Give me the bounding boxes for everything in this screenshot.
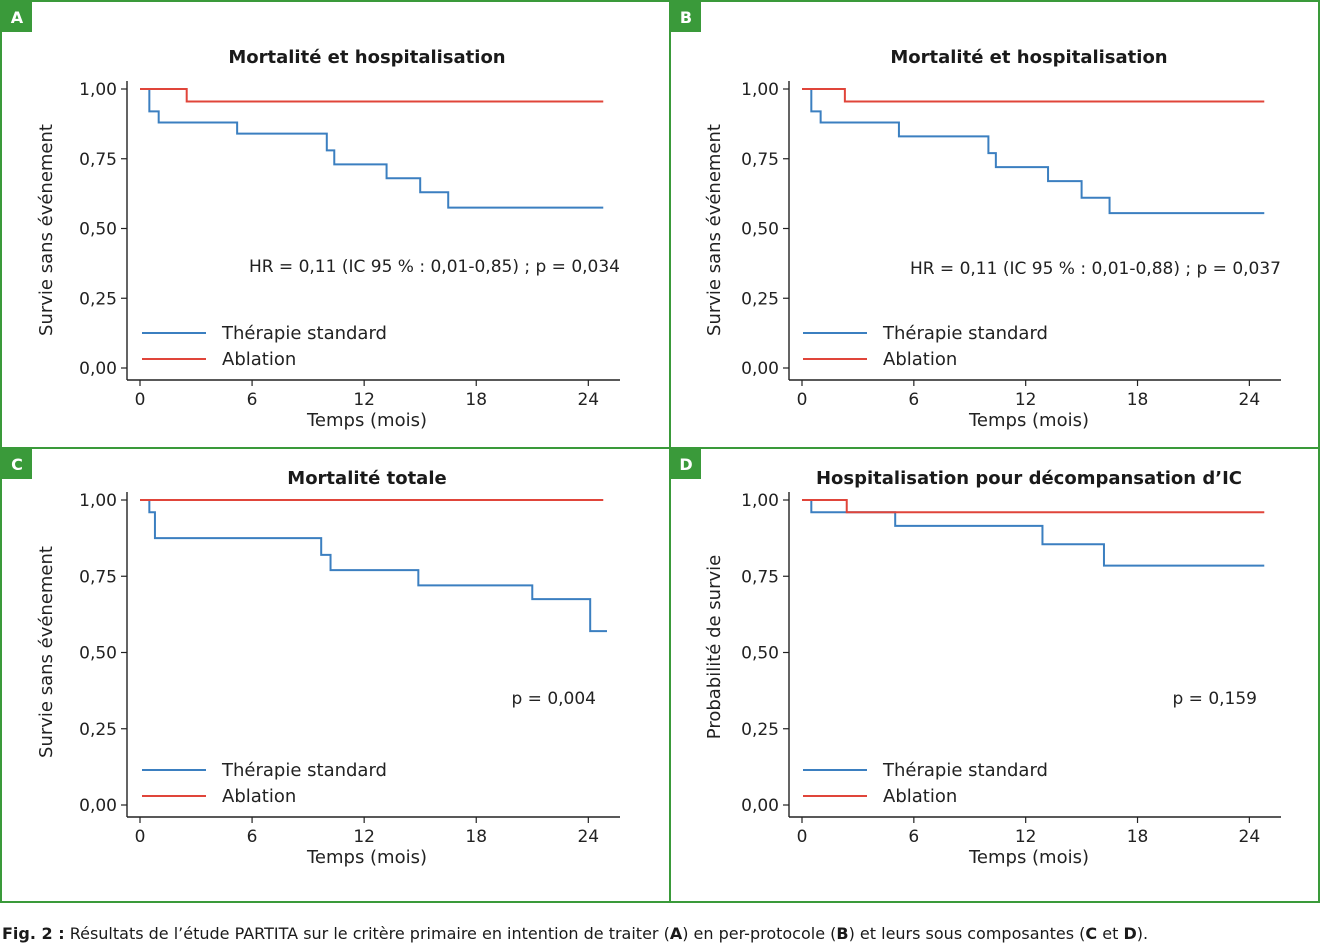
x-tick-label: 0 [797,827,808,847]
x-tick-label: 6 [908,390,919,410]
figure-caption: Fig. 2 : Résultats de l’étude PARTITA su… [2,924,1148,943]
x-tick-label: 18 [465,827,487,847]
caption-text: Résultats de l’étude PARTITA sur le crit… [64,924,670,943]
annotation: HR = 0,11 (IC 95 % : 0,01-0,85) ; p = 0,… [249,257,620,277]
x-tick-label: 12 [353,827,375,847]
x-tick-label: 6 [247,827,258,847]
panel-letter: D [671,449,701,479]
legend-label: Thérapie standard [221,323,387,344]
caption-ref-c: C [1085,924,1098,943]
x-axis-label: Temps (mois) [306,410,427,431]
x-tick-label: 0 [797,390,808,410]
annotation: p = 0,159 [1172,689,1257,709]
caption-text-4: et [1097,924,1124,943]
x-tick-label: 18 [1127,390,1149,410]
y-tick-label: 0,25 [741,720,779,740]
caption-ref-b: B [836,924,849,943]
y-tick-label: 0,25 [741,289,779,309]
panel-a: A 0,00 0,25 0,50 0,75 1,00 0 6 12 18 24 Mortalité … [0,0,671,449]
series-line-standard [140,88,604,209]
y-tick-label: 0,75 [79,567,117,587]
legend-label: Thérapie standard [882,760,1048,781]
chart-title: Mortalité et hospitalisation [228,47,505,68]
legend-label: Ablation [883,349,957,370]
plot-group: 0,00 0,25 0,50 0,75 1,00 0 6 12 18 24 Mortalité to… [36,468,620,868]
y-tick-label: 1,00 [79,80,117,100]
y-tick-label: 0,00 [79,359,117,379]
y-tick-label: 1,00 [79,491,117,511]
series-line-standard [802,88,1265,215]
y-tick-label: 1,00 [741,80,779,100]
legend-label: Thérapie standard [882,323,1048,344]
y-axis-label: Survie sans événement [36,546,57,758]
y-tick-label: 0,50 [741,220,779,240]
x-tick-label: 12 [1015,390,1037,410]
series-line-standard [140,499,607,633]
y-tick-label: 0,25 [79,720,117,740]
x-tick-label: 18 [1127,827,1149,847]
y-tick-label: 0,50 [79,644,117,664]
y-tick-label: 0,00 [741,359,779,379]
x-tick-label: 24 [1239,827,1261,847]
caption-text-2: ) en per-protocole ( [682,924,837,943]
y-tick-label: 0,50 [79,220,117,240]
chart-d: 0,00 0,25 0,50 0,75 1,00 0 6 12 18 24 Hospitalisat… [704,468,1281,868]
plot-group: 0,00 0,25 0,50 0,75 1,00 0 6 12 18 24 Mortalité et… [36,47,620,431]
y-tick-label: 0,75 [79,150,117,170]
caption-text-5: ). [1136,924,1149,943]
caption-label: Fig. 2 : [2,924,65,943]
y-tick-label: 0,00 [741,796,779,816]
chart-title: Hospitalisation pour décompansation d’IC [816,468,1242,489]
plot-group: 0,00 0,25 0,50 0,75 1,00 0 6 12 18 24 Mortalité et… [704,47,1281,431]
x-axis-label: Temps (mois) [968,847,1089,868]
x-tick-label: 6 [908,827,919,847]
chart-b: 0,00 0,25 0,50 0,75 1,00 0 6 12 18 24 Mortalité et… [704,47,1281,431]
chart-a: 0,00 0,25 0,50 0,75 1,00 0 6 12 18 24 Mortalité et… [36,47,620,431]
x-tick-label: 12 [1015,827,1037,847]
x-tick-label: 24 [1239,390,1261,410]
x-tick-label: 0 [135,390,146,410]
y-tick-label: 0,75 [741,150,779,170]
y-tick-label: 1,00 [741,491,779,511]
panel-letter: B [671,2,701,32]
x-tick-label: 24 [577,390,599,410]
legend-label: Thérapie standard [221,760,387,781]
x-tick-label: 12 [353,390,375,410]
x-axis-label: Temps (mois) [306,847,427,868]
series-line-standard [802,499,1265,567]
x-tick-label: 6 [247,390,258,410]
chart-title: Mortalité et hospitalisation [890,47,1167,68]
caption-text-3: ) et leurs sous composantes ( [848,924,1086,943]
caption-ref-d: D [1123,924,1137,943]
annotation: HR = 0,11 (IC 95 % : 0,01-0,88) ; p = 0,… [910,259,1281,279]
y-tick-label: 0,50 [741,644,779,664]
x-tick-label: 0 [135,827,146,847]
chart-title: Mortalité totale [287,468,446,489]
legend-label: Ablation [222,349,296,370]
y-axis-label: Probabilité de survie [704,555,725,739]
y-tick-label: 0,25 [79,289,117,309]
x-tick-label: 24 [577,827,599,847]
legend-label: Ablation [883,786,957,807]
y-tick-label: 0,75 [741,567,779,587]
panel-d: D 0,00 0,25 0,50 0,75 1,00 0 6 12 18 24 Hospitalis… [669,447,1320,903]
chart-c: 0,00 0,25 0,50 0,75 1,00 0 6 12 18 24 Mortalité to… [36,468,620,868]
series-line-ablation [140,88,604,103]
legend-label: Ablation [222,786,296,807]
x-tick-label: 18 [465,390,487,410]
panel-b: B 0,00 0,25 0,50 0,75 1,00 0 6 12 18 24 Mortalité … [669,0,1320,449]
series-line-ablation [802,499,1265,514]
annotation: p = 0,004 [511,689,596,709]
x-axis-label: Temps (mois) [968,410,1089,431]
y-axis-label: Survie sans événement [704,124,725,336]
y-axis-label: Survie sans événement [36,124,57,336]
panel-c: C 0,00 0,25 0,50 0,75 1,00 0 6 12 18 24 Mortalité … [0,447,671,903]
caption-ref-a: A [669,924,683,943]
panel-letter: A [2,2,32,32]
series-line-ablation [802,88,1265,103]
y-tick-label: 0,00 [79,796,117,816]
plot-group: 0,00 0,25 0,50 0,75 1,00 0 6 12 18 24 Hospitalisat… [704,468,1281,868]
panel-letter: C [2,449,32,479]
